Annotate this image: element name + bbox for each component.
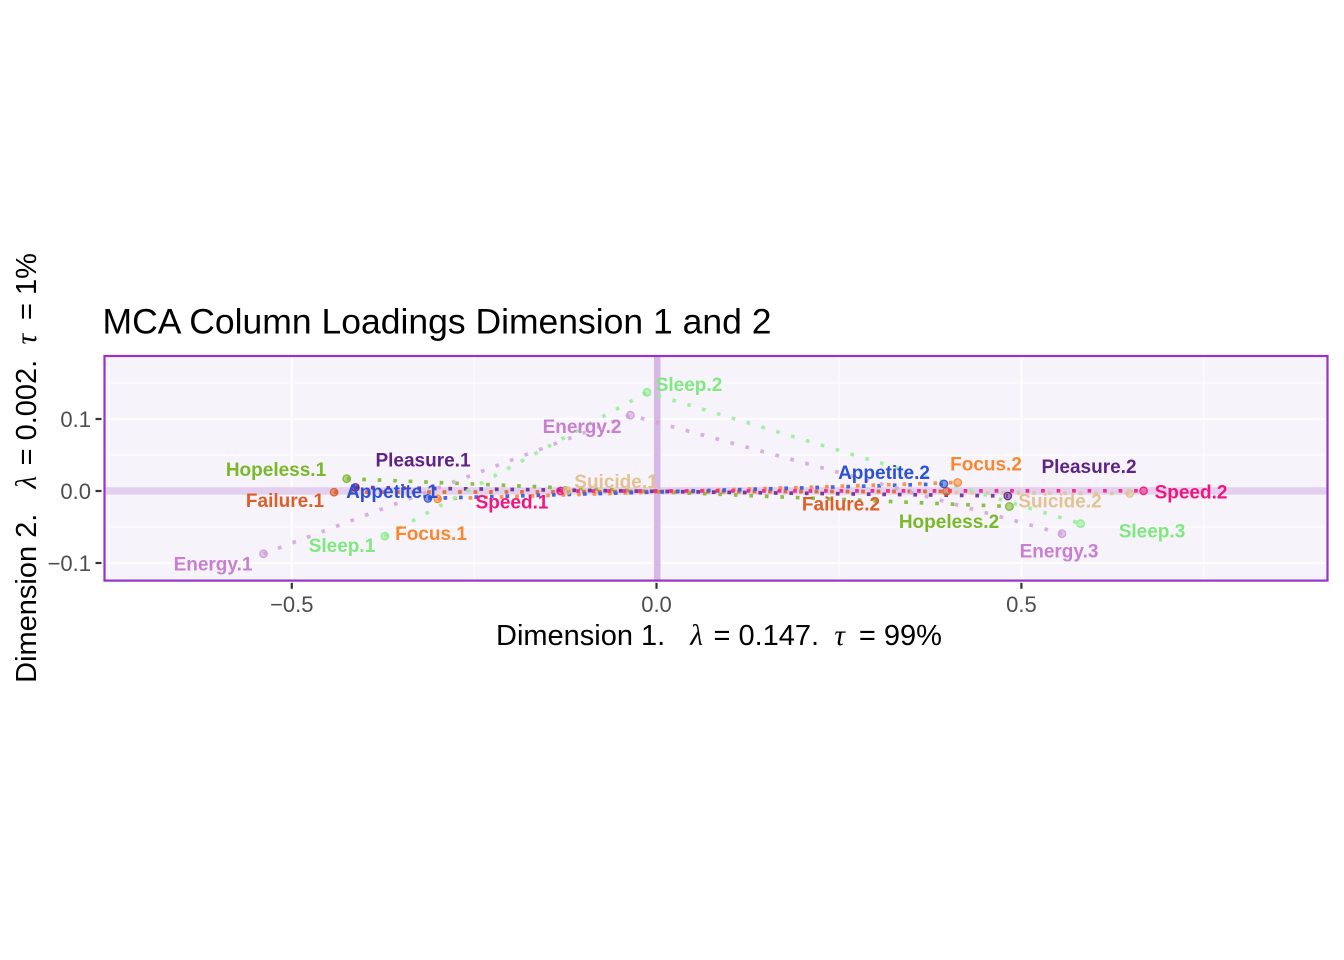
svg-text:Speed.1: Speed.1: [476, 492, 549, 513]
svg-text:Failure.2: Failure.2: [802, 494, 880, 515]
svg-text:Dimension 2. λ = 0.002. τ: Dimension 2. λ = 0.002. τ = 1%: [11, 253, 43, 683]
svg-text:Sleep.1: Sleep.1: [309, 536, 376, 557]
svg-text:Pleasure.1: Pleasure.1: [375, 451, 470, 472]
svg-text:0.0: 0.0: [641, 592, 672, 617]
svg-text:Hopeless.2: Hopeless.2: [899, 512, 999, 533]
svg-text:Energy.3: Energy.3: [1020, 541, 1099, 562]
svg-text:Suicide.2: Suicide.2: [1018, 492, 1101, 513]
svg-text:Pleasure.2: Pleasure.2: [1041, 457, 1136, 478]
svg-text:−0.1: −0.1: [48, 551, 91, 576]
svg-text:Appetite.2: Appetite.2: [838, 463, 930, 484]
svg-text:Energy.1: Energy.1: [174, 555, 253, 576]
svg-text:Sleep.2: Sleep.2: [656, 375, 723, 396]
svg-text:Hopeless.1: Hopeless.1: [226, 460, 327, 481]
svg-text:0.5: 0.5: [1006, 592, 1037, 617]
svg-text:Failure.1: Failure.1: [246, 491, 325, 512]
svg-text:0.1: 0.1: [60, 407, 91, 432]
svg-text:Dimension 1. λ = 0.147. τ: Dimension 1. λ = 0.147. τ = 99%: [496, 620, 942, 652]
svg-text:Appetite.1: Appetite.1: [346, 482, 438, 503]
svg-text:Suicide.1: Suicide.1: [574, 472, 658, 493]
svg-text:0.0: 0.0: [60, 479, 91, 504]
svg-text:MCA Column Loadings Dimension: MCA Column Loadings Dimension 1 and 2: [103, 301, 772, 341]
svg-text:Energy.2: Energy.2: [543, 417, 622, 438]
svg-text:Sleep.3: Sleep.3: [1119, 522, 1186, 543]
svg-text:−0.5: −0.5: [270, 592, 313, 617]
svg-text:Speed.2: Speed.2: [1155, 483, 1228, 504]
svg-text:Focus.1: Focus.1: [395, 524, 467, 545]
svg-text:Focus.2: Focus.2: [950, 455, 1022, 476]
